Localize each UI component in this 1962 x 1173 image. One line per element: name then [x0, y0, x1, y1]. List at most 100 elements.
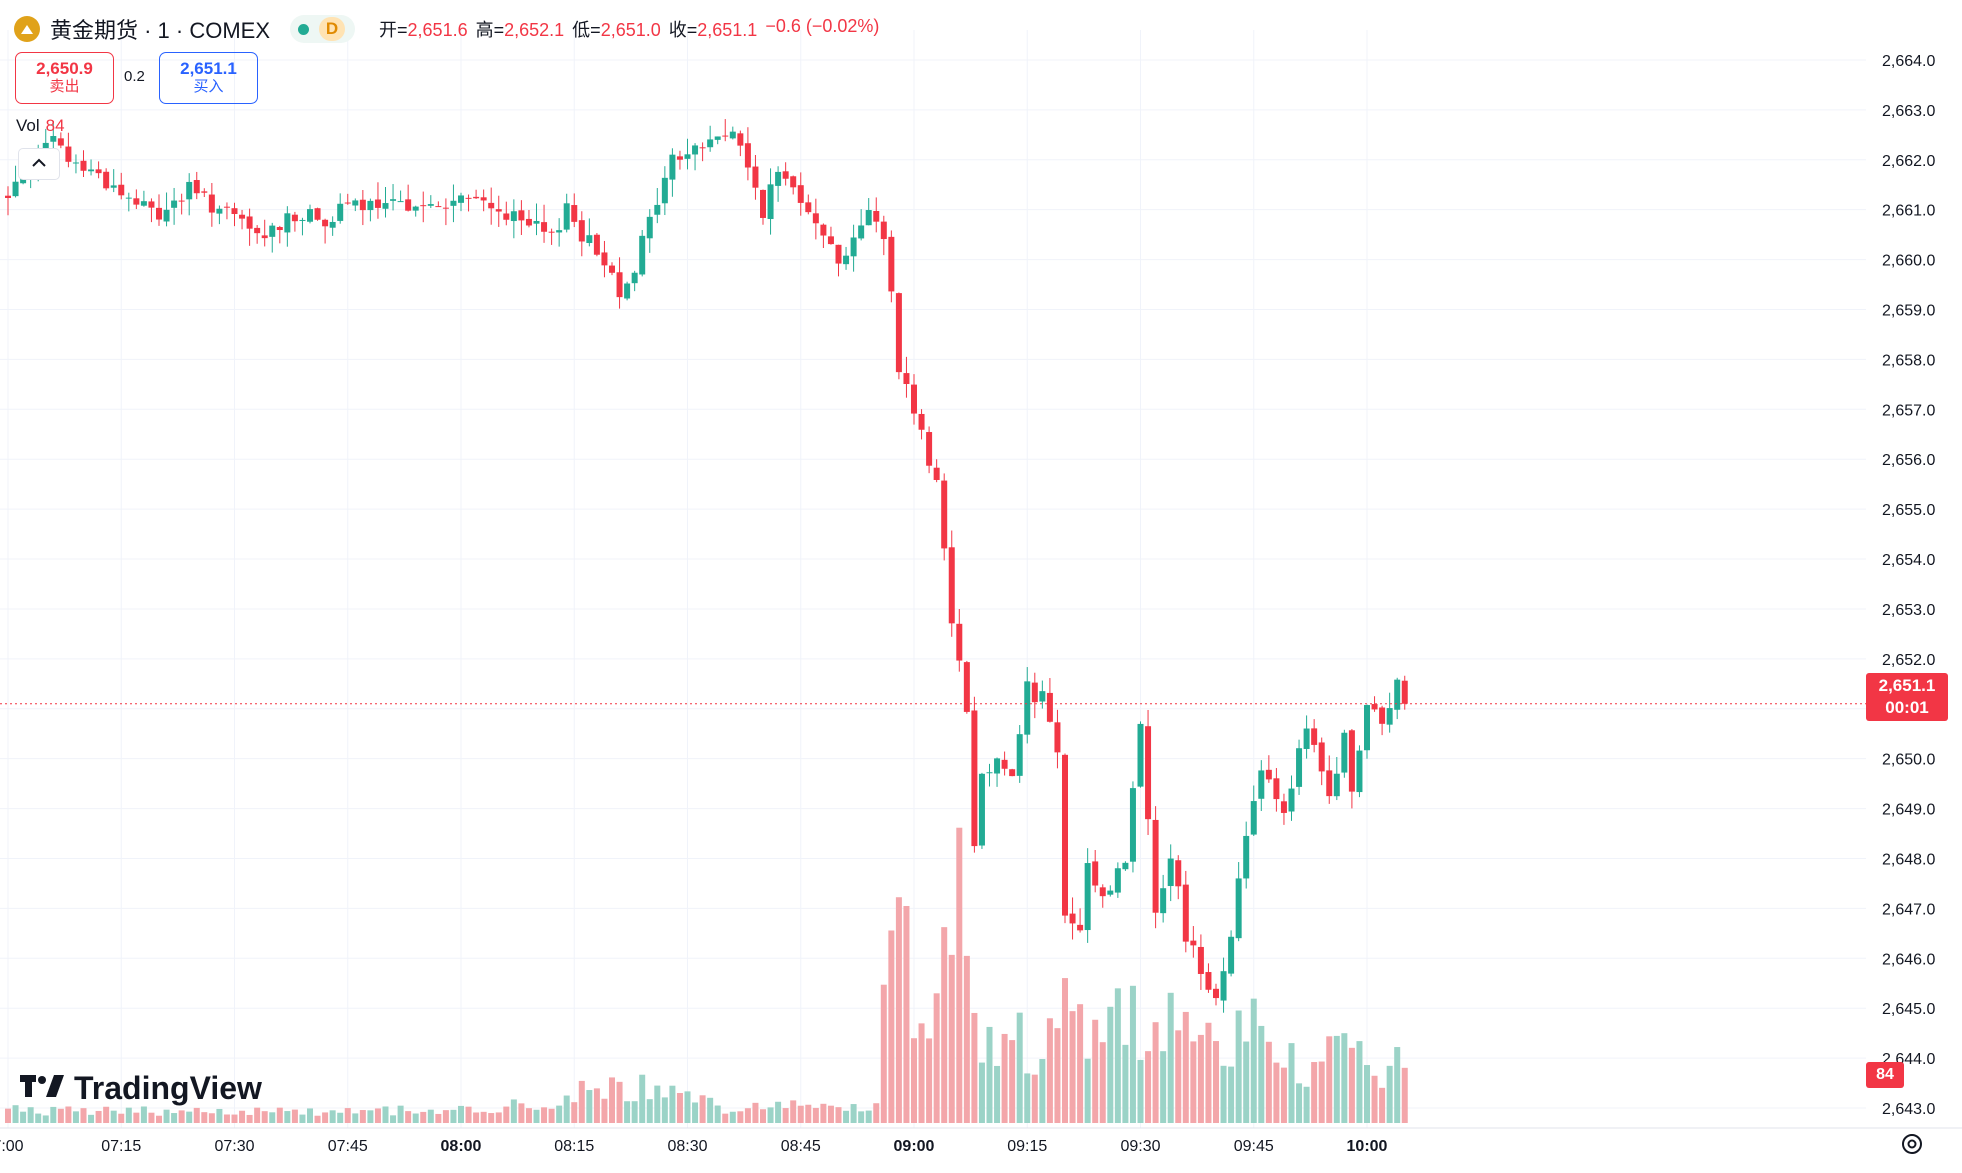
volume-bar — [714, 1105, 721, 1123]
candle-body — [782, 171, 789, 179]
chevron-up-icon — [31, 155, 47, 173]
candle-body — [1084, 863, 1091, 931]
volume-bar — [737, 1111, 744, 1123]
candle-body — [714, 136, 721, 140]
candle-body — [1243, 835, 1250, 879]
volume-bar — [941, 927, 948, 1123]
volume-bar — [971, 1012, 978, 1123]
candle-body — [1016, 734, 1023, 776]
tradingview-logo[interactable]: TradingView — [20, 1070, 262, 1107]
candle-body — [110, 185, 117, 188]
candle-body — [1258, 770, 1265, 799]
candle-body — [978, 773, 985, 846]
volume-bar — [27, 1107, 34, 1123]
volume-bar — [1175, 1030, 1182, 1123]
candle-body — [1364, 705, 1370, 751]
volume-bar — [873, 1103, 880, 1123]
price-tick-label: 2,661.0 — [1882, 203, 1935, 220]
volume-bar — [510, 1099, 517, 1123]
candle-body — [805, 202, 812, 213]
candle-body — [948, 547, 955, 624]
price-tick-label: 2,662.0 — [1882, 153, 1935, 170]
time-axis[interactable]: 7:00 07:15 07:30 07:45 08:00 08:15 08:30 08:45 0… — [0, 1138, 1388, 1155]
candle-body — [133, 198, 140, 205]
candle-body — [1137, 723, 1144, 787]
candle-body — [1220, 971, 1227, 1001]
open-label: 开= — [379, 20, 408, 40]
volume-bar — [797, 1105, 804, 1123]
volume-bar — [1379, 1087, 1386, 1123]
candle-body — [276, 227, 283, 231]
volume-bar — [42, 1115, 49, 1123]
volume-bar — [72, 1111, 79, 1123]
candle-body — [1099, 887, 1106, 897]
sell-price: 2,650.9 — [36, 59, 93, 78]
volume-bar — [427, 1109, 434, 1123]
candle-body — [593, 234, 600, 255]
symbol-title[interactable]: 黄金期货 · 1 · COMEX — [50, 18, 271, 43]
buy-button[interactable]: 2,651.1 买入 — [159, 52, 258, 104]
price-tick-label: 2,653.0 — [1882, 602, 1935, 619]
volume-bar — [835, 1107, 842, 1123]
close-label: 收= — [668, 20, 698, 40]
candle-body — [503, 213, 510, 220]
volume-bar — [223, 1114, 230, 1123]
candle-body — [1371, 704, 1378, 710]
candle-body — [533, 220, 540, 224]
volume-bar — [1356, 1041, 1363, 1123]
candle-body — [903, 373, 910, 385]
candle-body — [1129, 788, 1136, 862]
candle-body — [1356, 750, 1363, 793]
volume-bar — [1084, 1058, 1091, 1123]
volume-bar — [442, 1110, 449, 1123]
volume-bar — [382, 1106, 389, 1123]
market-status[interactable]: D — [290, 15, 356, 43]
volume-bar — [1137, 1059, 1144, 1123]
gold-futures-icon — [14, 16, 40, 42]
volume-bar — [865, 1110, 872, 1123]
price-tick-label: 2,656.0 — [1882, 452, 1935, 469]
volume-bar — [827, 1105, 834, 1123]
volume-bar — [1386, 1065, 1393, 1123]
price-tick-label: 2,647.0 — [1882, 901, 1935, 918]
sell-button[interactable]: 2,650.9 卖出 — [15, 52, 114, 104]
candle-body — [873, 210, 880, 222]
volume-bar — [344, 1108, 351, 1123]
candle-body — [186, 181, 193, 200]
volume-bar — [1069, 1011, 1076, 1123]
volume-bar — [631, 1101, 638, 1123]
volume-bar — [367, 1110, 374, 1123]
volume-bar — [329, 1110, 336, 1123]
candle-body — [827, 236, 834, 245]
collapse-legend-button[interactable] — [18, 148, 60, 180]
time-tick-label: 7:00 — [0, 1138, 24, 1155]
current-volume-label: 84 — [1866, 1062, 1904, 1088]
candle-body — [314, 208, 321, 220]
candle-body — [171, 200, 178, 208]
candle-body — [465, 197, 472, 199]
price-tick-label: 2,657.0 — [1882, 402, 1935, 419]
candle-body — [284, 213, 291, 233]
candle-body — [239, 214, 246, 219]
candle-body — [329, 221, 336, 228]
candle-body — [510, 211, 517, 222]
candle-body — [646, 216, 653, 239]
price-axis[interactable]: 2,643.02,644.02,645.02,646.02,647.02,648… — [1882, 53, 1935, 1118]
chart-settings-button[interactable] — [1898, 1130, 1926, 1158]
volume-bar — [284, 1111, 291, 1123]
volume-bar — [654, 1085, 661, 1123]
volume-bar — [276, 1107, 283, 1123]
volume-bar — [148, 1112, 155, 1123]
candle-body — [1069, 913, 1076, 924]
candle-body — [926, 432, 933, 466]
volume-bar — [760, 1109, 766, 1123]
candle-body — [556, 230, 563, 233]
candle-body — [405, 199, 412, 211]
candle-body — [427, 204, 434, 206]
candle-body — [812, 213, 819, 224]
volume-bar — [986, 1026, 993, 1123]
candle-body — [1039, 691, 1046, 702]
volume-bar — [450, 1109, 457, 1123]
volume-bar — [669, 1085, 676, 1123]
